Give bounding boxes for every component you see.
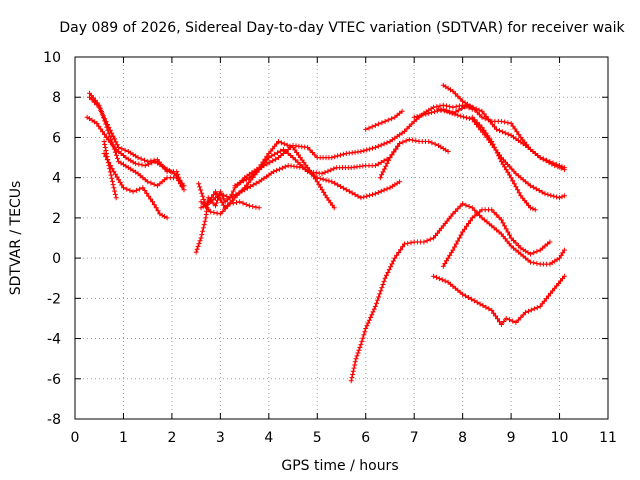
x-tick-label: 1	[119, 430, 128, 446]
x-tick-label: 6	[361, 430, 370, 446]
series-track-16	[469, 114, 538, 213]
series-markers	[101, 151, 170, 221]
y-tick-label: -2	[47, 291, 61, 307]
series-markers	[198, 199, 262, 217]
y-axis-label: SDTVAR / TECUs	[8, 181, 24, 296]
series-track-18	[440, 207, 553, 269]
x-tick-label: 10	[551, 430, 569, 446]
y-tick-label: 6	[52, 130, 61, 146]
series-markers	[431, 273, 567, 327]
x-tick-label: 0	[71, 430, 80, 446]
series-track-9	[198, 199, 262, 217]
series-markers	[198, 163, 403, 211]
y-tick-label: -6	[47, 372, 61, 388]
series-track-8	[198, 163, 403, 211]
series-track-10	[232, 102, 475, 189]
series-track-3	[87, 90, 187, 193]
x-tick-label: 3	[216, 430, 225, 446]
y-tick-label: -8	[47, 412, 61, 428]
plot-frame	[74, 56, 609, 420]
series-track-7	[196, 141, 403, 211]
series-markers	[377, 137, 451, 181]
series-markers	[87, 90, 187, 193]
series-markers	[469, 114, 538, 213]
y-tick-label: 4	[52, 171, 61, 187]
y-tick-label: 0	[52, 251, 61, 267]
x-tick-label: 4	[264, 430, 273, 446]
x-tick-label: 8	[458, 430, 467, 446]
series-track-11	[363, 108, 405, 132]
y-tick-label: 10	[43, 50, 61, 66]
x-tick-label: 9	[507, 430, 516, 446]
series-track-5	[101, 151, 170, 221]
y-tick-labels: -8 -6 -4 -2 0 2 4 6 8 10	[43, 50, 61, 428]
x-tick-label: 7	[410, 430, 419, 446]
series-track-12	[377, 137, 451, 181]
y-tick-label: 8	[52, 90, 61, 106]
chart-title: Day 089 of 2026, Sidereal Day-to-day VTE…	[59, 20, 625, 36]
series-track-19	[431, 273, 567, 327]
x-tick-label: 11	[599, 430, 617, 446]
x-tick-labels: 0 1 2 3 4 5 6 7 8 9 10 11	[71, 430, 617, 446]
data-series	[84, 82, 567, 384]
series-markers	[363, 108, 405, 132]
y-tick-label: -4	[47, 332, 61, 348]
y-tick-label: 2	[52, 211, 61, 227]
x-axis-label: GPS time / hours	[281, 458, 398, 474]
x-tick-label: 5	[313, 430, 322, 446]
x-tick-label: 2	[167, 430, 176, 446]
series-markers	[232, 102, 475, 189]
series-markers	[440, 207, 553, 269]
series-line	[438, 104, 565, 171]
